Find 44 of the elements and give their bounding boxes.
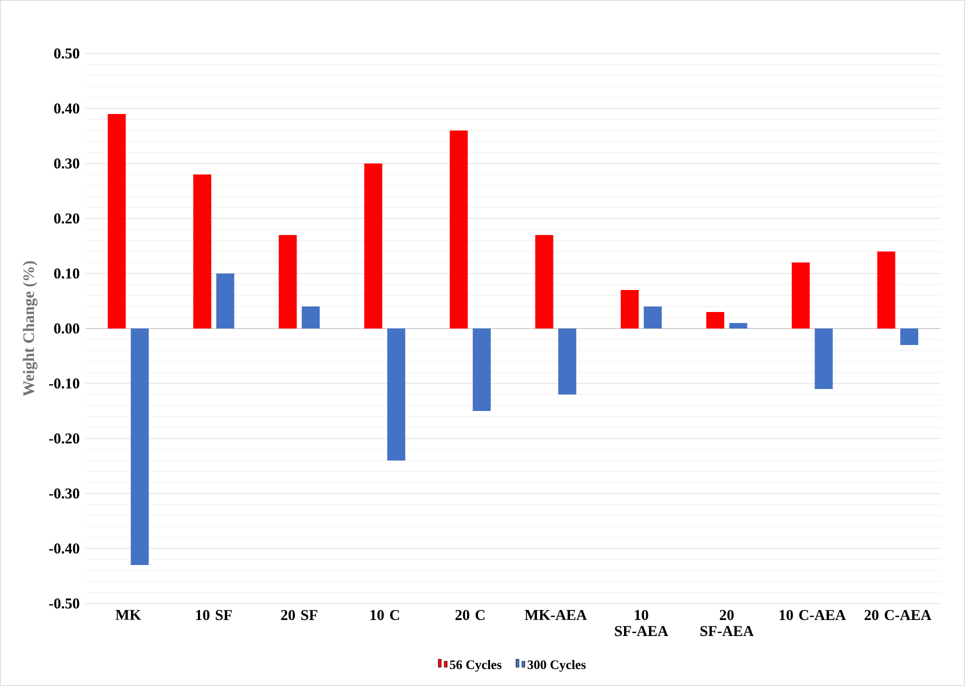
x-tick-label: 10 C bbox=[370, 610, 400, 620]
y-tick-label: 0.30 bbox=[54, 158, 80, 169]
bar bbox=[216, 273, 234, 328]
y-tick-label: 0.50 bbox=[54, 48, 80, 59]
y-tick-label: -0.10 bbox=[49, 378, 80, 389]
x-tick-label: 10 SF bbox=[196, 610, 232, 620]
bar bbox=[130, 328, 149, 565]
bar bbox=[278, 234, 297, 328]
y-tick-label: -0.30 bbox=[49, 488, 80, 499]
bar bbox=[877, 251, 896, 328]
x-tick-label: MK bbox=[116, 610, 142, 620]
y-tick-label: 0.20 bbox=[54, 213, 80, 224]
bar bbox=[302, 306, 320, 328]
legend-label: 56 Cycles bbox=[450, 660, 502, 672]
y-tick-label: 0.40 bbox=[54, 103, 80, 114]
x-tick-label: 20 C bbox=[455, 610, 485, 620]
y-tick-label: -0.40 bbox=[49, 543, 80, 554]
x-tick-label: MK-AEA bbox=[524, 610, 587, 620]
bar bbox=[900, 328, 918, 345]
bar bbox=[535, 234, 554, 328]
x-tick-label: 20 SF bbox=[281, 610, 318, 620]
bar bbox=[108, 114, 126, 328]
bar bbox=[729, 322, 748, 328]
bar bbox=[558, 328, 576, 394]
x-tick-label: 10 SF-AEA bbox=[614, 610, 668, 636]
y-tick-label: 0.00 bbox=[54, 323, 80, 334]
bar bbox=[193, 174, 212, 328]
bar bbox=[387, 328, 406, 460]
bar bbox=[792, 262, 810, 328]
x-tick-label: 20 C-AEA bbox=[864, 610, 932, 620]
y-axis-title: Weight Change (%) bbox=[22, 261, 38, 396]
bar bbox=[644, 306, 662, 328]
y-tick-label: -0.20 bbox=[49, 433, 80, 444]
bar bbox=[706, 312, 724, 328]
legend-label: 300 Cycles bbox=[528, 660, 586, 672]
bar bbox=[450, 130, 468, 328]
x-tick-label: 20 SF-AEA bbox=[700, 610, 754, 636]
bar bbox=[472, 328, 491, 411]
y-tick-label: 0.10 bbox=[54, 268, 80, 279]
y-tick-label: -0.50 bbox=[49, 598, 80, 609]
bar bbox=[364, 163, 382, 328]
bar bbox=[814, 328, 833, 389]
x-tick-label: 10 C-AEA bbox=[780, 610, 846, 620]
bar bbox=[620, 290, 639, 328]
